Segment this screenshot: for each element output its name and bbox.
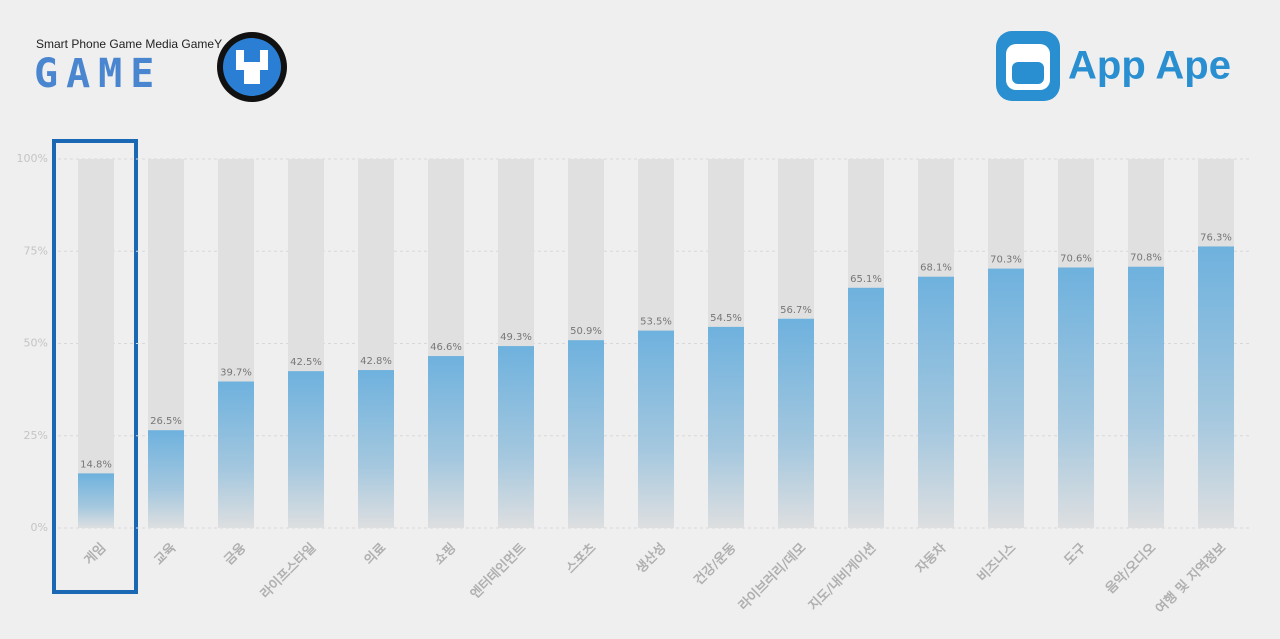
bar xyxy=(358,370,394,528)
value-label: 39.7% xyxy=(220,368,252,379)
value-label: 76.3% xyxy=(1200,232,1232,243)
value-label: 56.7% xyxy=(780,305,812,316)
x-tick-label: 비즈니스 xyxy=(975,541,1019,585)
gamey-badge xyxy=(217,32,287,102)
highlight-box xyxy=(52,139,138,594)
bar xyxy=(1058,267,1094,528)
game-logo: GAME xyxy=(34,51,162,97)
x-tick-label: 금융 xyxy=(221,540,249,568)
bar xyxy=(778,318,814,528)
bar xyxy=(638,330,674,528)
bar-background xyxy=(78,159,114,528)
x-tick-label: 스포츠 xyxy=(563,541,599,577)
x-tick-label: 의료 xyxy=(361,540,389,568)
bar xyxy=(568,340,604,528)
value-label: 14.8% xyxy=(80,459,112,470)
bar xyxy=(218,381,254,528)
y-tick-label: 50% xyxy=(24,337,48,350)
bar xyxy=(148,430,184,528)
y-tick-label: 75% xyxy=(24,244,48,257)
bar xyxy=(78,473,114,528)
app-ape-icon xyxy=(996,31,1060,101)
x-tick-label: 지도/내비게이션 xyxy=(805,540,879,614)
x-tick-label: 건강/운동 xyxy=(691,540,740,589)
x-tick-label: 음악/오디오 xyxy=(1102,540,1159,597)
value-label: 50.9% xyxy=(570,326,602,337)
x-tick-label: 라이브러리/데모 xyxy=(735,540,809,614)
value-label: 54.5% xyxy=(710,313,742,324)
app-ape-logo: App Ape xyxy=(1068,44,1231,88)
value-label: 46.6% xyxy=(430,342,462,353)
bar xyxy=(918,276,954,528)
y-tick-label: 0% xyxy=(31,521,48,534)
bar xyxy=(428,356,464,528)
bar xyxy=(708,326,744,528)
value-label: 53.5% xyxy=(640,317,672,328)
value-label: 65.1% xyxy=(850,274,882,285)
x-tick-label: 교육 xyxy=(151,540,179,568)
x-tick-label: 라이프스타일 xyxy=(257,540,319,602)
value-label: 70.3% xyxy=(990,255,1022,266)
y-tick-label: 100% xyxy=(17,152,48,165)
value-label: 26.5% xyxy=(150,416,182,427)
value-label: 68.1% xyxy=(920,263,952,274)
tagline: Smart Phone Game Media GameY xyxy=(36,37,222,51)
value-label: 70.8% xyxy=(1130,253,1162,264)
bar xyxy=(498,346,534,528)
y-tick-label: 25% xyxy=(24,429,48,442)
x-tick-label: 생산성 xyxy=(633,540,670,577)
bar xyxy=(1128,266,1164,528)
value-label: 42.5% xyxy=(290,357,322,368)
x-tick-label: 쇼핑 xyxy=(431,540,459,568)
x-tick-label: 자동차 xyxy=(913,540,950,577)
bar xyxy=(1198,246,1234,528)
value-label: 70.6% xyxy=(1060,253,1092,264)
bar xyxy=(848,287,884,528)
bar xyxy=(988,268,1024,528)
x-tick-label: 도구 xyxy=(1062,541,1090,569)
value-label: 42.8% xyxy=(360,356,392,367)
x-tick-label: 게임 xyxy=(82,541,110,569)
x-tick-label: 여행 및 지역정보 xyxy=(1152,540,1229,617)
x-tick-label: 엔터테인먼트 xyxy=(467,540,529,602)
bar xyxy=(288,371,324,528)
value-label: 49.3% xyxy=(500,332,532,343)
